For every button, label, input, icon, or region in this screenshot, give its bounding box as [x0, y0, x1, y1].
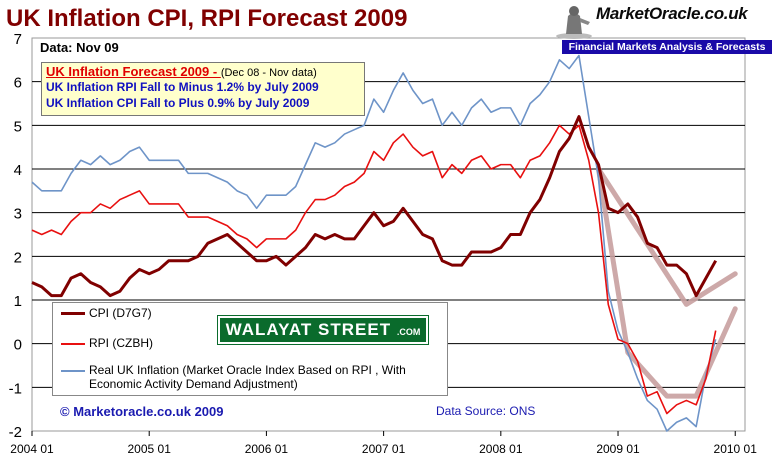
series-line-real	[31, 54, 717, 432]
y-tick-label: 5	[14, 118, 22, 135]
x-tick-label: 2004 01	[10, 442, 54, 456]
logo-text: MarketOracle.co.uk	[596, 4, 748, 23]
market-oracle-logo[interactable]: MarketOracle.co.uk Financial Markets Ana…	[552, 2, 772, 56]
x-tick-label: 2007 01	[362, 442, 406, 456]
y-tick-label: 4	[14, 162, 22, 179]
legend-swatch-real	[61, 370, 85, 372]
forecast-box: UK Inflation Forecast 2009 - (Dec 08 - N…	[41, 62, 365, 116]
legend-swatch-cpi	[61, 312, 85, 316]
forecast-line-1	[595, 166, 738, 399]
legend-item-real: Real UK Inflation (Market Oracle Index B…	[61, 363, 441, 391]
forecast-heading-row: UK Inflation Forecast 2009 - (Dec 08 - N…	[46, 64, 360, 79]
y-tick-label: -1	[9, 380, 22, 397]
walayat-street-sign: WALAYAT STREET .COM	[217, 315, 429, 345]
x-tick-label: 2008 01	[479, 442, 523, 456]
walayat-suffix: .COM	[396, 327, 421, 337]
x-tick-label: 2009 01	[596, 442, 640, 456]
chart-title: UK Inflation CPI, RPI Forecast 2009	[6, 5, 408, 32]
y-tick-label: 1	[14, 293, 22, 310]
legend-label-real: Real UK Inflation (Market Oracle Index B…	[89, 363, 406, 391]
x-tick-label: 2010 01	[714, 442, 758, 456]
legend-item-cpi: CPI (D7G7)	[61, 306, 152, 320]
data-source-text: Data Source: ONS	[436, 404, 536, 418]
forecast-cpi-line: UK Inflation CPI Fall to Plus 0.9% by Ju…	[46, 96, 310, 110]
x-tick-label: 2005 01	[128, 442, 172, 456]
logo-tagline: Financial Markets Analysis & Forecasts	[562, 40, 772, 54]
legend-swatch-rpi	[61, 342, 85, 345]
y-tick-label: 7	[14, 31, 22, 48]
legend-item-rpi: RPI (CZBH)	[61, 336, 153, 350]
x-tick-label: 2006 01	[245, 442, 289, 456]
series-line-rpi	[31, 124, 717, 415]
legend-label-cpi: CPI (D7G7)	[89, 306, 152, 320]
y-tick-label: -2	[9, 424, 22, 441]
copyright-text: © Marketoracle.co.uk 2009	[60, 404, 224, 419]
forecast-heading-note: (Dec 08 - Nov data)	[220, 67, 317, 79]
legend-label-rpi: RPI (CZBH)	[89, 336, 153, 350]
forecast-heading: UK Inflation Forecast 2009 -	[46, 64, 221, 79]
y-tick-label: 6	[14, 75, 22, 92]
y-tick-label: 0	[14, 337, 22, 354]
data-date-label: Data: Nov 09	[40, 40, 119, 55]
y-tick-label: 3	[14, 206, 22, 223]
forecast-rpi-line: UK Inflation RPI Fall to Minus 1.2% by J…	[46, 80, 319, 94]
statue-icon	[556, 6, 592, 39]
y-tick-label: 2	[14, 249, 22, 266]
forecast-line-0	[595, 166, 738, 307]
series-line-cpi	[31, 115, 718, 298]
walayat-text: WALAYAT STREET	[225, 320, 392, 339]
